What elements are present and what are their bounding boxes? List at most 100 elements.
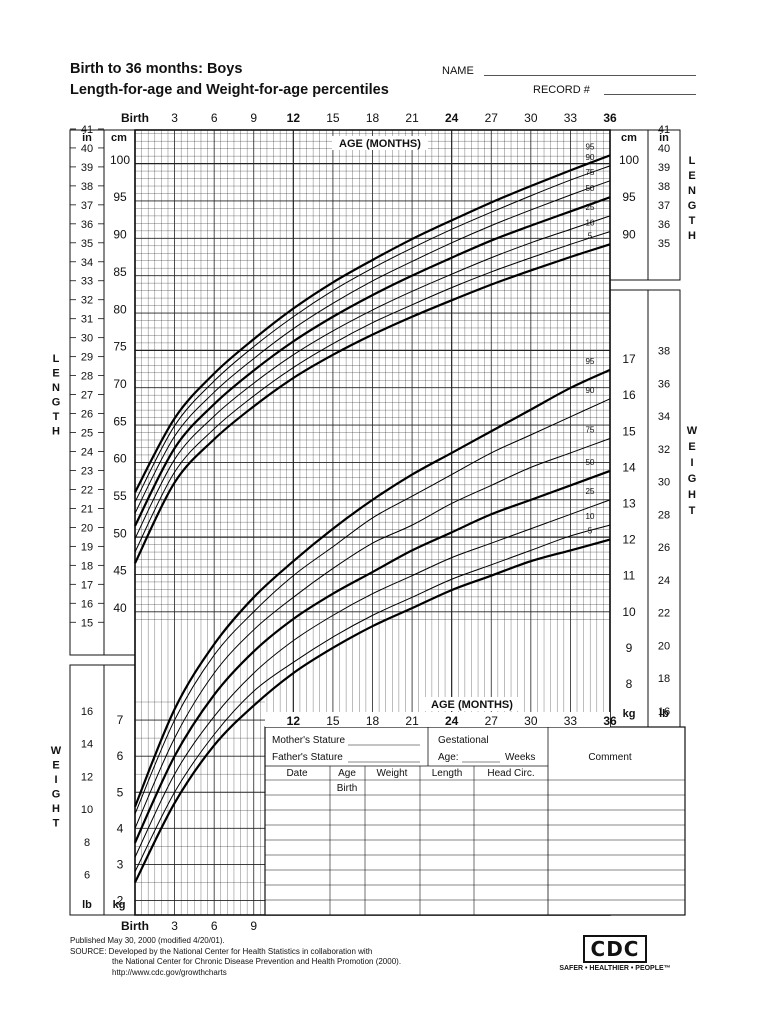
length-side-label-left: E bbox=[52, 368, 59, 380]
weight-side-label-left: H bbox=[52, 803, 60, 815]
name-field[interactable] bbox=[484, 75, 696, 76]
weight-curve-p95 bbox=[133, 368, 611, 808]
cm-label-left: 95 bbox=[113, 190, 127, 204]
age-axis-label-mid: AGE (MONTHS) bbox=[431, 699, 513, 711]
unit-kg-left: kg bbox=[113, 899, 126, 911]
length-percentile-label: 5 bbox=[588, 231, 593, 240]
record-label: RECORD # bbox=[533, 84, 590, 96]
kg-label-right: 11 bbox=[623, 569, 636, 583]
inch-label-left: 16 bbox=[81, 598, 93, 610]
unit-lb-left: lb bbox=[82, 899, 92, 911]
age-tick-top: 33 bbox=[564, 111, 578, 125]
inch-label-left: 28 bbox=[81, 371, 93, 383]
record-table-box bbox=[264, 726, 686, 916]
gestational-label: Gestational bbox=[438, 735, 489, 746]
age-tick-table: 30 bbox=[524, 714, 538, 728]
weight-curve-p50 bbox=[133, 469, 611, 844]
lb-label-right: 30 bbox=[658, 477, 670, 489]
kg-label-left: 6 bbox=[117, 749, 124, 763]
kg-label-right: 10 bbox=[622, 605, 636, 619]
inch-label-left: 41 bbox=[81, 124, 93, 136]
record-table: 12 15 18 21 24 27 30 33 36 Mother's Stature Father… bbox=[264, 712, 686, 916]
cm-label-left: 40 bbox=[113, 601, 127, 615]
lb-label-left: 14 bbox=[81, 739, 93, 751]
inch-label-left: 17 bbox=[81, 579, 93, 591]
length-side-label-right: T bbox=[689, 215, 696, 227]
weight-side-label-right: W bbox=[687, 425, 698, 437]
weight-curve-p25 bbox=[134, 499, 611, 858]
lb-label-left: 6 bbox=[84, 870, 90, 882]
kg-label-left: 7 bbox=[117, 713, 124, 727]
weight-side-label-left: E bbox=[52, 760, 59, 772]
weight-side-label-left: T bbox=[53, 818, 60, 830]
age-tick-top: 24 bbox=[445, 111, 459, 125]
table-col-header: Head Circ. bbox=[487, 768, 534, 779]
inch-label-left: 31 bbox=[81, 314, 93, 326]
inch-label-left: 29 bbox=[81, 352, 93, 364]
kg-label-right: 14 bbox=[622, 460, 636, 474]
weight-curve-p10 bbox=[134, 524, 611, 872]
table-col-header: Length bbox=[432, 768, 463, 779]
age-tick-bottom: Birth bbox=[121, 919, 149, 933]
inch-label-left: 40 bbox=[81, 143, 93, 155]
cdc-logo: CDC SAFER • HEALTHIER • PEOPLE™ bbox=[545, 935, 685, 972]
age-tick-table: 15 bbox=[326, 714, 340, 728]
kg-label-right: 12 bbox=[622, 533, 636, 547]
weight-percentile-label: 50 bbox=[586, 458, 595, 467]
weight-side-label-right: H bbox=[688, 489, 696, 501]
weight-percentile-label: 95 bbox=[586, 357, 595, 366]
unit-kg-right: kg bbox=[623, 708, 636, 720]
age-tick-table: 27 bbox=[485, 714, 499, 728]
length-curve-p25 bbox=[134, 215, 611, 539]
inch-label-left: 27 bbox=[81, 390, 93, 402]
lb-label-right: 18 bbox=[658, 673, 670, 685]
age-tick-bottom: 6 bbox=[211, 919, 218, 933]
unit-lb-right: lb bbox=[659, 708, 669, 720]
chart-grid bbox=[134, 130, 611, 915]
table-col-header: Weight bbox=[377, 768, 408, 779]
age-tick-bottom: 3 bbox=[171, 919, 178, 933]
cm-label-left: 90 bbox=[113, 228, 127, 242]
length-percentile-label: 75 bbox=[586, 168, 595, 177]
table-first-row-age: Birth bbox=[337, 783, 358, 794]
weight-side-label-left: I bbox=[54, 774, 57, 786]
kg-label-left: 4 bbox=[117, 821, 124, 835]
age-tick-top: Birth bbox=[121, 111, 149, 125]
gestational-age-label: Age: bbox=[438, 752, 459, 763]
length-side-label-right: G bbox=[688, 200, 697, 212]
kg-label-right: 16 bbox=[622, 388, 636, 402]
kg-label-left: 5 bbox=[117, 785, 124, 799]
inch-label-left: 33 bbox=[81, 276, 93, 288]
lb-label-right: 32 bbox=[658, 444, 670, 456]
weight-side-label-right: G bbox=[688, 473, 697, 485]
length-side-label-right: L bbox=[689, 155, 696, 167]
inch-label-left: 32 bbox=[81, 295, 93, 307]
length-percentile-label: 50 bbox=[586, 184, 595, 193]
length-side-label-left: H bbox=[52, 426, 60, 438]
length-side-label-right: N bbox=[688, 185, 696, 197]
footer-published: Published May 30, 2000 (modified 4/20/01… bbox=[70, 936, 225, 945]
inch-label-left: 22 bbox=[81, 484, 93, 496]
cdc-tagline: SAFER • HEALTHIER • PEOPLE™ bbox=[559, 965, 671, 972]
lb-label-right: 20 bbox=[658, 640, 670, 652]
age-tick-table: 21 bbox=[405, 714, 419, 728]
inch-label-right: 38 bbox=[658, 181, 670, 193]
inch-label-left: 35 bbox=[81, 238, 93, 250]
inch-label-left: 30 bbox=[81, 333, 93, 345]
age-tick-top: 6 bbox=[211, 111, 218, 125]
comment-label: Comment bbox=[588, 752, 632, 763]
weight-side-label-right: E bbox=[688, 441, 695, 453]
inch-label-left: 36 bbox=[81, 219, 93, 231]
record-field[interactable] bbox=[604, 94, 696, 95]
length-percentile-label: 90 bbox=[586, 153, 595, 162]
inch-label-right: 40 bbox=[658, 143, 670, 155]
age-tick-bottom: 9 bbox=[250, 919, 257, 933]
footer: Published May 30, 2000 (modified 4/20/01… bbox=[70, 936, 490, 978]
name-label: NAME bbox=[442, 65, 474, 77]
cm-label-right: 100 bbox=[619, 153, 639, 167]
unit-in-right: in bbox=[659, 132, 669, 144]
age-axis-label-top: AGE (MONTHS) bbox=[339, 138, 421, 150]
table-col-header: Age bbox=[338, 768, 356, 779]
